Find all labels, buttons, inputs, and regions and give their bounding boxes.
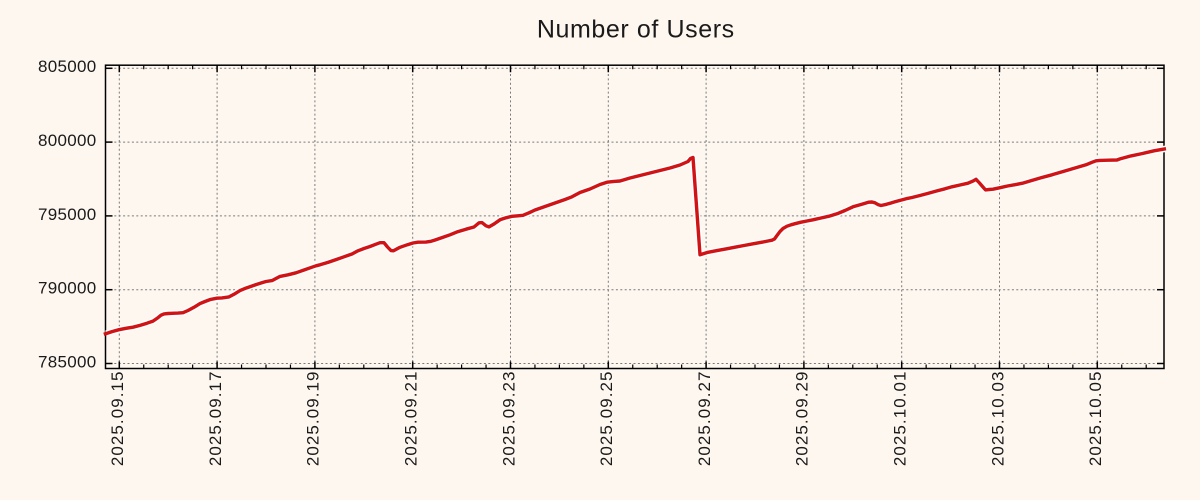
svg-text:2025.09.15: 2025.09.15 [108,371,127,467]
svg-text:2025.10.03: 2025.10.03 [988,371,1007,467]
svg-text:2025.09.17: 2025.09.17 [206,371,225,467]
svg-text:2025.09.21: 2025.09.21 [402,371,421,467]
svg-text:2025.10.05: 2025.10.05 [1086,371,1105,467]
svg-text:2025.10.01: 2025.10.01 [891,371,910,467]
svg-text:2025.09.29: 2025.09.29 [793,371,812,467]
svg-text:785000: 785000 [38,352,97,371]
svg-text:2025.09.27: 2025.09.27 [695,371,714,467]
svg-text:2025.09.23: 2025.09.23 [499,371,518,467]
svg-text:795000: 795000 [38,205,97,224]
svg-text:790000: 790000 [38,279,97,298]
svg-text:2025.09.25: 2025.09.25 [597,371,616,467]
svg-text:800000: 800000 [38,131,97,150]
svg-text:Number of Users: Number of Users [537,15,735,43]
svg-text:2025.09.19: 2025.09.19 [304,371,323,467]
svg-text:805000: 805000 [38,57,97,76]
